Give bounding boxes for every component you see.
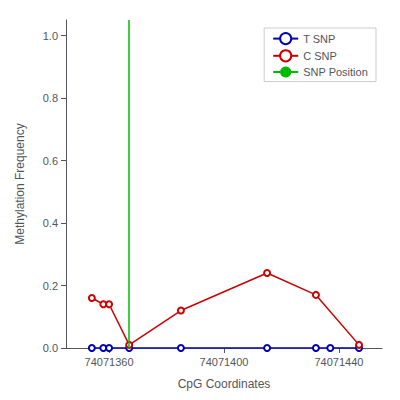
svg-text:0.6: 0.6 [43, 155, 58, 167]
svg-text:T SNP: T SNP [303, 33, 335, 45]
svg-text:1.0: 1.0 [43, 30, 58, 42]
svg-text:74071440: 74071440 [314, 356, 363, 368]
svg-text:74071400: 74071400 [200, 356, 249, 368]
svg-text:74071360: 74071360 [85, 356, 134, 368]
svg-text:0.2: 0.2 [43, 280, 58, 292]
svg-text:CpG Coordinates: CpG Coordinates [178, 377, 271, 391]
svg-text:SNP Position: SNP Position [303, 66, 368, 78]
svg-text:C SNP: C SNP [303, 50, 337, 62]
svg-text:0.4: 0.4 [43, 217, 58, 229]
svg-text:0.8: 0.8 [43, 92, 58, 104]
svg-text:0.0: 0.0 [43, 342, 58, 354]
svg-text:Methylation Frequency: Methylation Frequency [13, 123, 27, 244]
